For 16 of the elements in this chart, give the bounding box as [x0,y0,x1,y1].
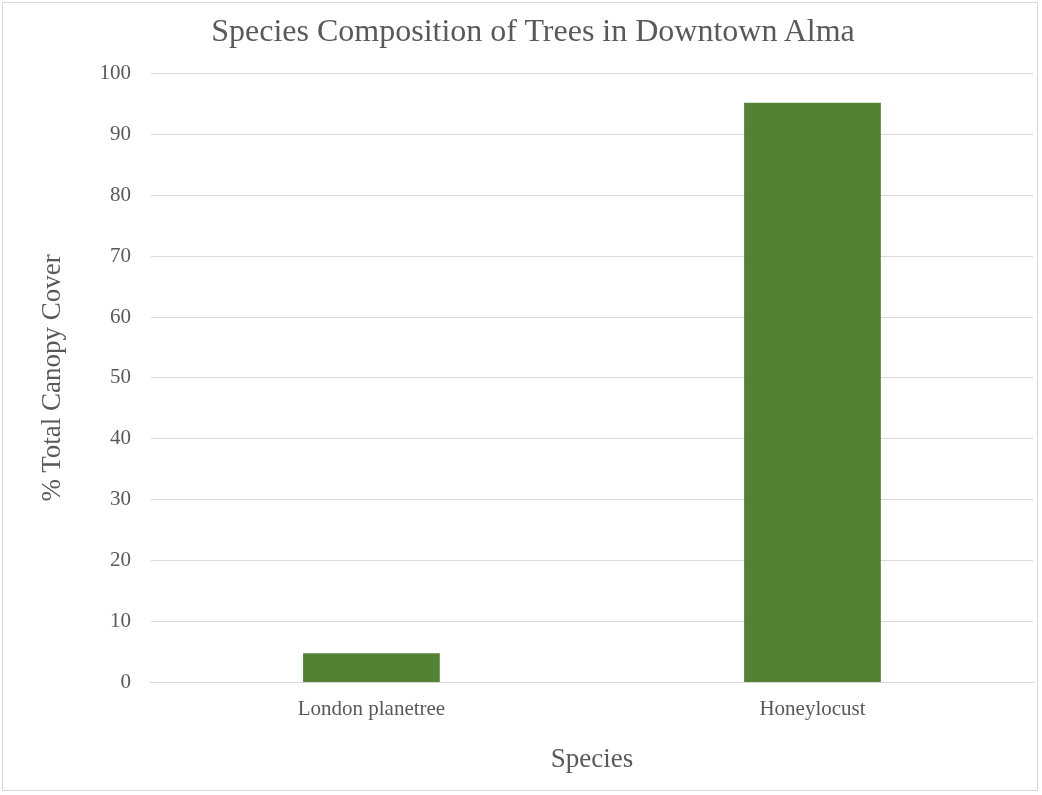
y-tick-label: 20 [109,547,131,572]
y-tick-label: 80 [109,181,131,206]
x-tick-label: London planetree [297,695,446,720]
chart-title: Species Composition of Trees in Downtown Alma [211,11,855,48]
y-tick-label: 30 [109,486,131,511]
y-tick-label: 60 [109,303,131,328]
y-tick-label: 0 [120,668,131,693]
y-tick-label: 100 [99,59,131,84]
y-tick-label: 50 [109,364,131,389]
x-axis-title: Species [550,742,634,773]
y-axis-title: % Total Canopy Cover [36,254,67,502]
y-tick-label: 10 [109,608,131,633]
y-tick-label: 70 [109,242,131,267]
y-tick-label: 90 [109,120,131,145]
x-tick-label: Honeylocust [759,695,866,720]
y-tick-label: 40 [109,425,131,450]
